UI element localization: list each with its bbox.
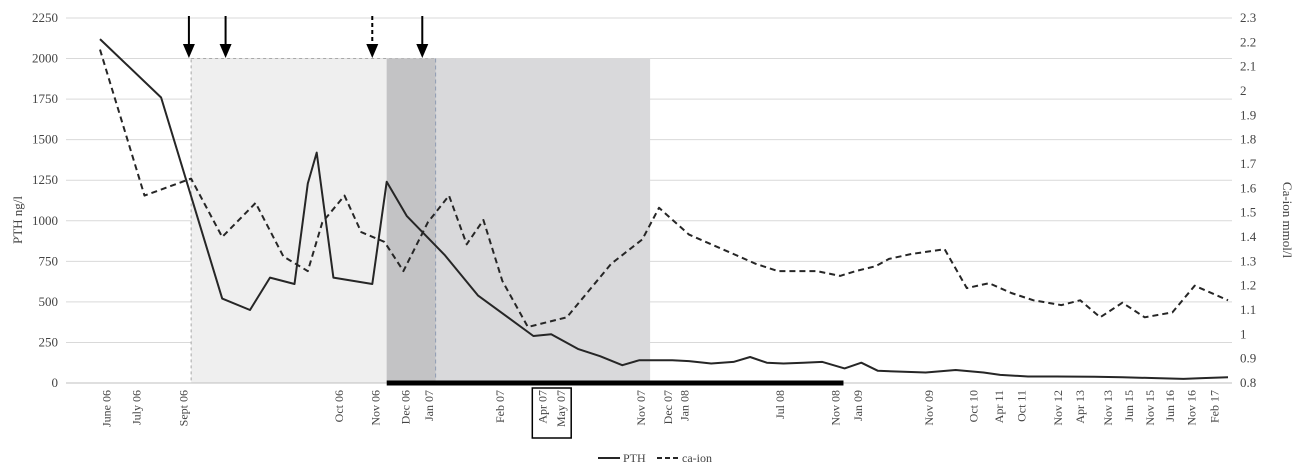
x-tick-label: May 07: [554, 390, 568, 427]
y-tick-label: 0: [52, 375, 59, 390]
x-tick-label: Jun 15: [1122, 390, 1136, 422]
y-tick-label: 250: [39, 334, 59, 349]
y-tick-label: 1500: [32, 132, 58, 147]
y-tick-label: 500: [39, 294, 59, 309]
annotations: [182, 16, 844, 386]
y-tick-label: 2000: [32, 51, 58, 66]
legend-label: PTH: [623, 451, 646, 465]
arrow-head: [416, 44, 429, 58]
x-tick-label: Dec 06: [399, 390, 413, 424]
x-tick-label: Jun 16: [1163, 390, 1177, 422]
y2-tick-label: 1.5: [1240, 205, 1256, 220]
y-tick-label: 2250: [32, 10, 58, 25]
x-tick-label: Oct 10: [967, 390, 981, 422]
y2-axis-label: Ca-ion mmol/l: [1280, 182, 1295, 259]
x-tick-label: Oct 06: [332, 390, 346, 422]
y2-tick-label: 0.9: [1240, 351, 1256, 366]
series-line-pth: [99, 38, 1229, 380]
y-axis-label: PTH ng/l: [10, 196, 25, 244]
y2-tick-label: 1: [1240, 326, 1247, 341]
x-tick-label: Nov 15: [1143, 390, 1157, 426]
y2-tick-label: 2.3: [1240, 10, 1256, 25]
y2-tick-label: 1.7: [1240, 156, 1257, 171]
x-tick-label: Nov 06: [369, 390, 383, 426]
axes: 0 250 500 750 1000 1250 1500 1750 2000 2250 0.8 0.9…: [32, 10, 1257, 439]
y-tick-label: 1750: [32, 91, 58, 106]
arrow-head: [366, 44, 379, 58]
x-tick-label: Apr 13: [1073, 390, 1087, 424]
x-tick-label: June 06: [100, 390, 114, 427]
y2-tick-label: 1.4: [1240, 229, 1257, 244]
y2-tick-label: 0.8: [1240, 375, 1256, 390]
x-tick-label: Jan 07: [422, 390, 436, 421]
x-tick-label: Feb 07: [493, 390, 507, 423]
series-line-ca-ion: [99, 49, 1229, 328]
shaded-periods: [190, 58, 651, 384]
x-tick-label: Feb 17: [1208, 390, 1222, 423]
y2-tick-label: 1.9: [1240, 107, 1256, 122]
x-tick-label: Nov 16: [1184, 390, 1198, 426]
y2-tick-label: 2.2: [1240, 34, 1256, 49]
y2-tick-label: 1.8: [1240, 132, 1256, 147]
y2-tick-label: 2: [1240, 83, 1247, 98]
x-tick-label: Jan 09: [851, 390, 865, 421]
x-tick-label: Oct 11: [1014, 390, 1028, 422]
x-tick-label: Nov 08: [829, 390, 843, 426]
y-tick-label: 750: [39, 253, 59, 268]
y-tick-label: 1000: [32, 213, 58, 228]
x-tick-label: Apr 11: [992, 390, 1006, 423]
legend-label: ca-ion: [682, 451, 712, 465]
y2-tick-label: 1.6: [1240, 180, 1257, 195]
x-tick-label: Jan 08: [678, 390, 692, 421]
x-tick-label: Nov 07: [634, 390, 648, 426]
x-tick-label: Apr 07: [535, 390, 549, 424]
y2-tick-label: 2.1: [1240, 59, 1256, 74]
y-tick-label: 1250: [32, 172, 58, 187]
x-tick-label: Jul 08: [773, 390, 787, 419]
y2-tick-label: 1.3: [1240, 253, 1256, 268]
x-tick-label: July 06: [130, 390, 144, 425]
series-lines: [99, 38, 1229, 380]
x-tick-label: Nov 12: [1051, 390, 1065, 426]
x-tick-label: Nov 09: [922, 390, 936, 426]
arrow-head: [182, 44, 195, 58]
highlight-box: [531, 387, 572, 439]
y2-tick-label: 1.1: [1240, 302, 1256, 317]
y2-tick-label: 1.2: [1240, 278, 1256, 293]
x-tick-label: Nov 13: [1101, 390, 1115, 426]
legend: PTH ca-ion: [598, 451, 712, 465]
x-tick-label: Dec 07: [661, 390, 675, 424]
x-tick-label: Sept 06: [176, 390, 190, 426]
arrow-head: [219, 44, 232, 58]
